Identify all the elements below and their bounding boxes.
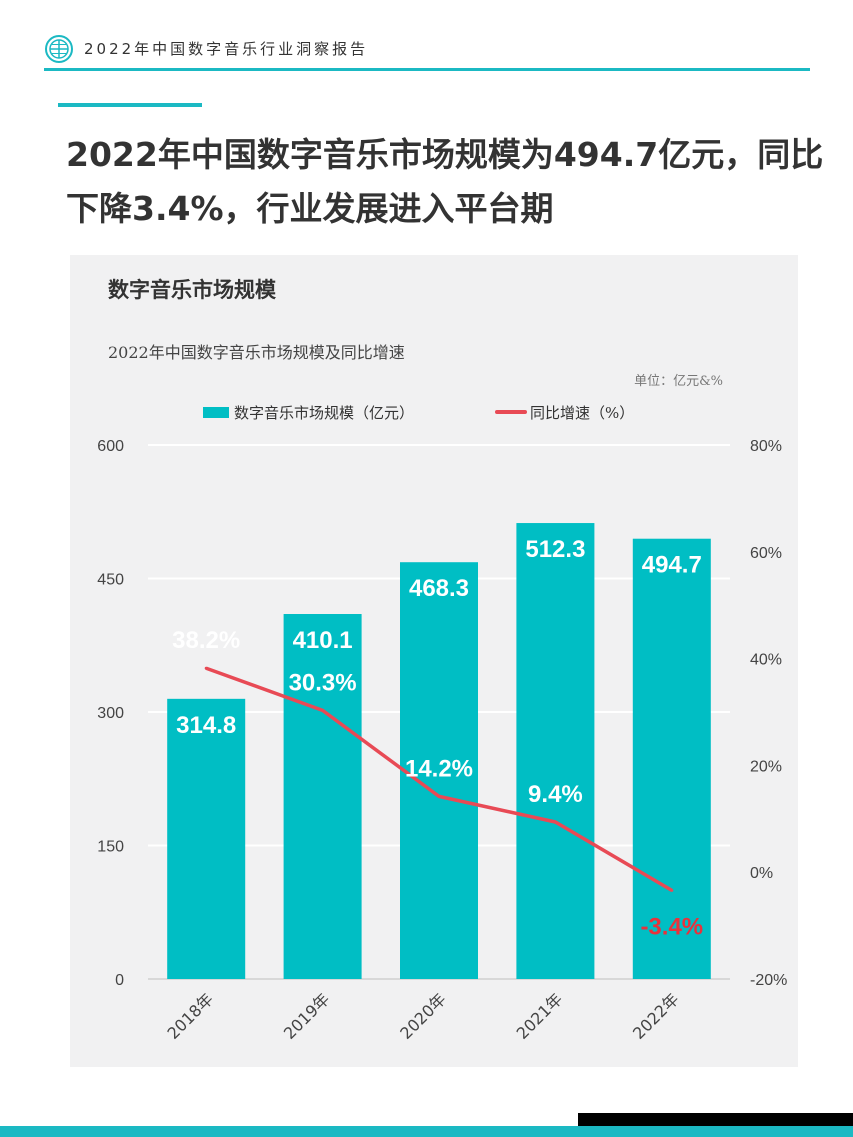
y-right-tick-label: 40% [750, 652, 782, 669]
legend-bar-label: 数字音乐市场规模（亿元） [234, 404, 414, 422]
headline-accent-bar [58, 103, 202, 107]
unit-label: 单位：亿元&% [634, 374, 723, 389]
footer-black-bar [578, 1113, 853, 1126]
panel-title: 数字音乐市场规模 [108, 278, 276, 302]
y-left-tick-label: 0 [115, 972, 124, 989]
growth-point [437, 794, 441, 798]
y-right-tick-label: -20% [750, 972, 787, 989]
growth-value-label: 9.4% [528, 781, 583, 808]
y-left-tick-label: 450 [97, 572, 124, 589]
x-category-label: 2020年 [396, 989, 450, 1043]
report-title: 2022年中国数字音乐行业洞察报告 [84, 40, 369, 58]
y-right-tick-label: 80% [750, 438, 782, 455]
bar-value-label: 410.1 [293, 627, 353, 654]
growth-point [670, 888, 674, 892]
x-category-label: 2019年 [280, 989, 334, 1043]
y-left-tick-label: 300 [97, 705, 124, 722]
legend-bar-swatch [203, 407, 229, 418]
page-headline: 2022年中国数字音乐市场规模为494.7亿元，同比下降3.4%，行业发展进入平… [66, 135, 824, 228]
bar [283, 614, 362, 979]
report-header: 2022年中国数字音乐行业洞察报告 [44, 32, 810, 72]
bar [632, 538, 711, 979]
bar [400, 562, 478, 979]
growth-point [321, 708, 325, 712]
legend-line-label: 同比增速（%） [530, 404, 634, 422]
growth-point [204, 666, 208, 670]
growth-value-label: -3.4% [640, 913, 703, 940]
bar [167, 698, 246, 979]
y-left-tick-label: 150 [97, 839, 124, 856]
chart-title: 2022年中国数字音乐市场规模及同比增速 [108, 343, 405, 362]
globe-logo-icon [45, 35, 73, 63]
footer-teal-bar [0, 1126, 853, 1137]
y-right-tick-label: 60% [750, 545, 782, 562]
bar [516, 523, 595, 979]
header-divider [44, 68, 810, 71]
bar-value-label: 494.7 [642, 552, 702, 579]
bar-value-label: 468.3 [409, 575, 469, 602]
growth-value-label: 30.3% [289, 669, 357, 696]
y-right-tick-label: 20% [750, 758, 782, 775]
y-right-tick-label: 0% [750, 865, 773, 882]
growth-value-label: 14.2% [405, 755, 473, 782]
x-category-label: 2021年 [513, 989, 567, 1043]
x-category-label: 2018年 [163, 989, 217, 1043]
bar-value-label: 512.3 [525, 536, 585, 563]
growth-point [553, 820, 557, 824]
y-left-tick-label: 600 [97, 438, 124, 455]
x-category-label: 2022年 [629, 989, 683, 1043]
bar-value-label: 314.8 [176, 712, 236, 739]
growth-value-label: 38.2% [172, 627, 240, 654]
